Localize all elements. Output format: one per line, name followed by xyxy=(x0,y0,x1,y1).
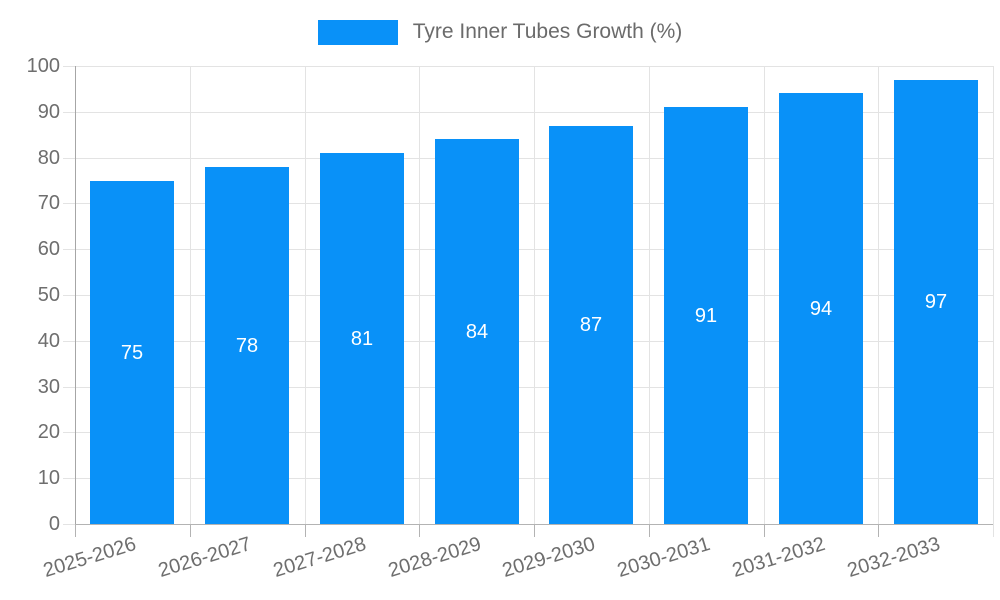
y-axis-tick xyxy=(63,524,75,525)
bar-value-label: 78 xyxy=(235,335,259,357)
bar[interactable]: 87 xyxy=(549,126,633,524)
y-axis-label: 100 xyxy=(26,55,60,77)
y-axis-tick xyxy=(63,341,75,342)
y-axis-label: 90 xyxy=(37,101,60,123)
y-axis-tick xyxy=(63,387,75,388)
y-axis-label: 0 xyxy=(48,513,60,535)
bar-value-label: 94 xyxy=(809,298,833,320)
y-axis-label: 60 xyxy=(37,238,60,260)
y-axis-label: 70 xyxy=(37,192,60,214)
y-axis-label: 80 xyxy=(37,147,60,169)
y-axis-tick xyxy=(63,478,75,479)
y-axis-label: 20 xyxy=(37,421,60,443)
x-axis-tick xyxy=(534,524,535,537)
y-axis-label: 30 xyxy=(37,376,60,398)
v-gridline xyxy=(305,66,306,524)
y-axis-line xyxy=(75,66,76,524)
y-axis-tick xyxy=(63,295,75,296)
y-axis-label: 40 xyxy=(37,330,60,352)
legend-label: Tyre Inner Tubes Growth (%) xyxy=(412,20,683,43)
v-gridline xyxy=(419,66,420,524)
legend-swatch xyxy=(317,19,398,45)
x-axis-tick xyxy=(75,524,76,537)
x-axis-tick xyxy=(764,524,765,537)
x-axis-tick xyxy=(649,524,650,537)
x-axis-tick xyxy=(878,524,879,537)
bar-value-label: 75 xyxy=(120,342,144,364)
v-gridline xyxy=(993,66,994,524)
bar-value-label: 84 xyxy=(465,321,489,343)
v-gridline xyxy=(190,66,191,524)
bar[interactable]: 84 xyxy=(435,139,519,524)
bar-value-label: 91 xyxy=(694,305,718,327)
y-axis-tick xyxy=(63,203,75,204)
v-gridline xyxy=(878,66,879,524)
bar[interactable]: 81 xyxy=(320,153,404,524)
bar[interactable]: 75 xyxy=(90,181,174,524)
v-gridline xyxy=(764,66,765,524)
x-axis-tick xyxy=(993,524,994,537)
bar-value-label: 97 xyxy=(924,291,948,313)
v-gridline xyxy=(534,66,535,524)
bar-value-label: 81 xyxy=(350,328,374,350)
y-axis-tick xyxy=(63,112,75,113)
y-axis-tick xyxy=(63,432,75,433)
y-axis-tick xyxy=(63,158,75,159)
y-axis-label: 10 xyxy=(37,467,60,489)
x-axis-tick xyxy=(305,524,306,537)
bar[interactable]: 97 xyxy=(894,80,978,524)
bar[interactable]: 94 xyxy=(779,93,863,524)
v-gridline xyxy=(649,66,650,524)
chart-legend[interactable]: Tyre Inner Tubes Growth (%) xyxy=(0,17,1000,47)
y-axis-label: 50 xyxy=(37,284,60,306)
y-axis-tick xyxy=(63,66,75,67)
bar-value-label: 87 xyxy=(579,314,603,336)
x-axis-tick xyxy=(190,524,191,537)
x-axis-tick xyxy=(419,524,420,537)
bar[interactable]: 91 xyxy=(664,107,748,524)
y-axis-tick xyxy=(63,249,75,250)
bar[interactable]: 78 xyxy=(205,167,289,524)
